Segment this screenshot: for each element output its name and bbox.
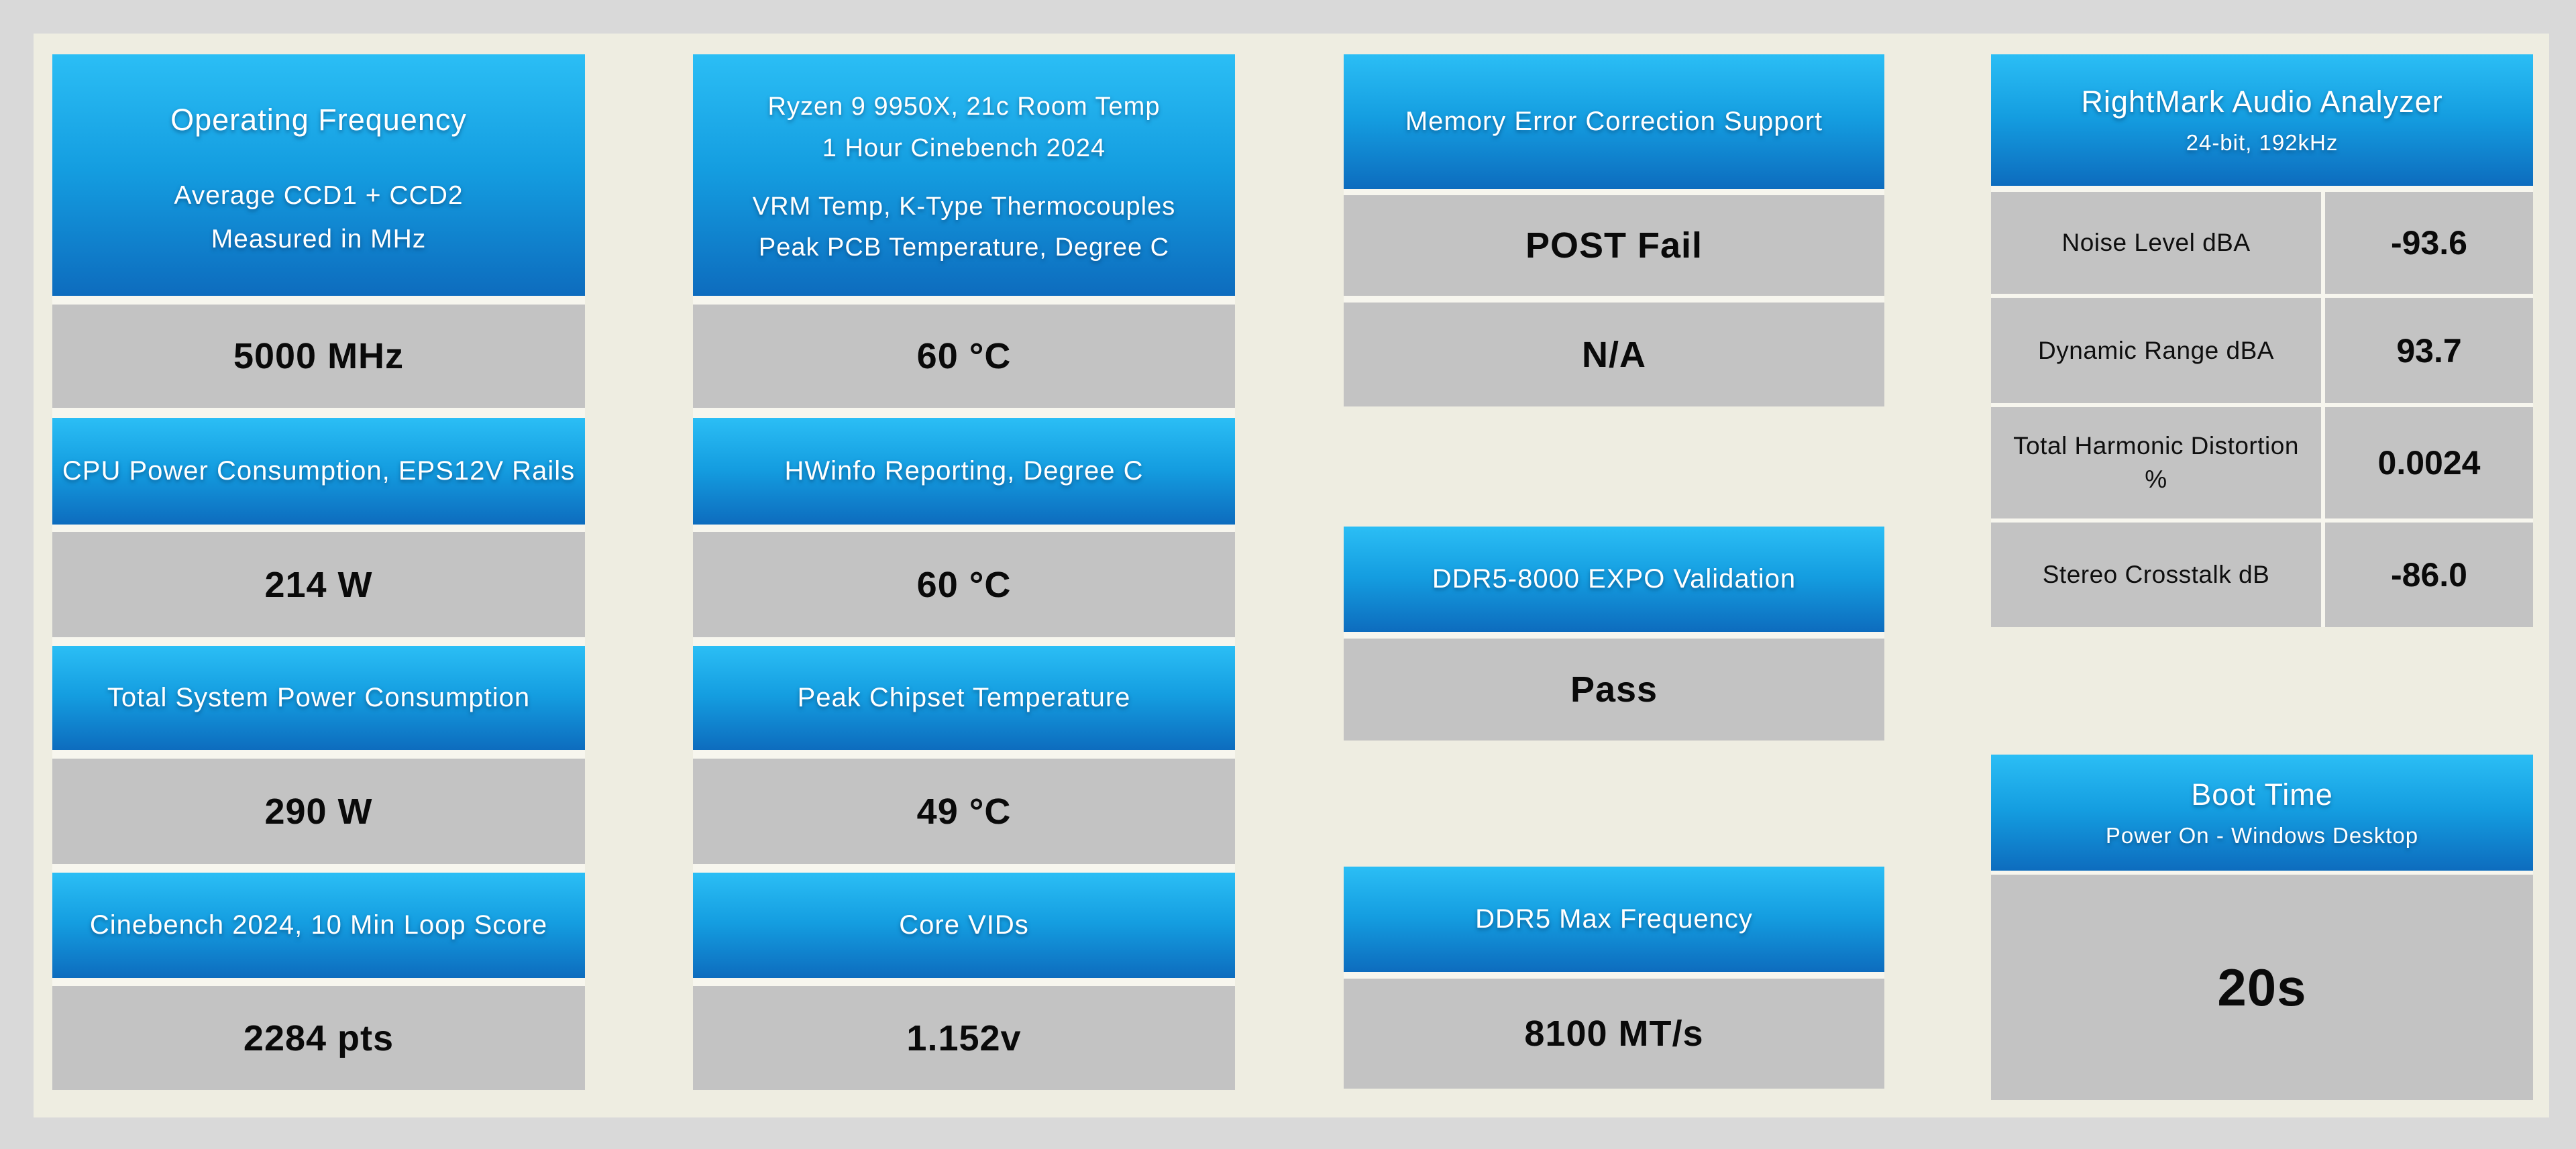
frequency-header-card: Operating Frequency Average CCD1 + CCD2 … [52,54,585,296]
max-freq-value-cell: 8100 MT/s [1344,979,1884,1089]
separator [1991,871,2533,875]
audio-boot-column: RightMark Audio Analyzer 24-bit, 192kHz … [1991,54,2533,1100]
thermal-header-line1: Ryzen 9 9950X, 21c Room Temp [767,93,1161,121]
noise-level-value: -93.6 [2325,192,2533,294]
vrm-temp-value-cell: 60 °C [693,305,1235,408]
system-power-label-cell: Total System Power Consumption [52,646,585,750]
separator [52,296,585,305]
frequency-power-column: Operating Frequency Average CCD1 + CCD2 … [52,54,585,1090]
spacer [1344,406,1884,527]
thermal-column: Ryzen 9 9950X, 21c Room Temp 1 Hour Cine… [693,54,1235,1090]
ecc-label-cell: Memory Error Correction Support [1344,54,1884,189]
audio-table-row: Total Harmonic Distortion % 0.0024 [1991,407,2533,518]
separator [52,978,585,986]
audio-table-row: Noise Level dBA -93.6 [1991,192,2533,294]
cinebench-value-cell: 2284 pts [52,986,585,1090]
separator [52,750,585,759]
boot-time-value-cell: 20s [1991,875,2533,1100]
system-power-value-cell: 290 W [52,759,585,864]
boot-time-header-card: Boot Time Power On - Windows Desktop [1991,755,2533,871]
boot-time-subtitle: Power On - Windows Desktop [2105,822,2419,848]
separator [1991,186,2533,192]
ecc-value1-cell: POST Fail [1344,195,1884,296]
spacer [1344,741,1884,867]
chipset-temp-value-cell: 49 °C [693,759,1235,864]
thermal-header-card: Ryzen 9 9950X, 21c Room Temp 1 Hour Cine… [693,54,1235,296]
separator [52,408,585,418]
separator [52,637,585,646]
thermal-header-test-conditions: Ryzen 9 9950X, 21c Room Temp 1 Hour Cine… [768,87,1161,169]
cpu-power-value-cell: 214 W [52,532,585,637]
thermal-header-line3: VRM Temp, K-Type Thermocouples [752,192,1176,221]
separator [1991,518,2533,523]
spacer [1991,627,2533,755]
frequency-header-title: Operating Frequency [170,103,467,137]
separator [693,296,1235,305]
frequency-subtitle-line1: Average CCD1 + CCD2 [174,181,464,211]
memory-column: Memory Error Correction Support POST Fai… [1344,54,1884,1089]
frequency-subtitle-line2: Measured in MHz [211,224,427,254]
separator [693,525,1235,532]
separator [52,525,585,532]
dynamic-range-label: Dynamic Range dBA [1991,298,2321,403]
separator [1344,632,1884,639]
core-vids-label-cell: Core VIDs [693,873,1235,978]
separator [1344,972,1884,979]
boot-time-title: Boot Time [2191,777,2333,812]
max-freq-label-cell: DDR5 Max Frequency [1344,867,1884,972]
crosstalk-label: Stereo Crosstalk dB [1991,523,2321,627]
expo-value-cell: Pass [1344,639,1884,741]
separator [693,750,1235,759]
audio-header-subtitle: 24-bit, 192kHz [2186,130,2339,155]
audio-header-title: RightMark Audio Analyzer [2081,85,2443,119]
dynamic-range-value: 93.7 [2325,298,2533,403]
hwinfo-value-cell: 60 °C [693,532,1235,637]
noise-level-label: Noise Level dBA [1991,192,2321,294]
thd-value: 0.0024 [2325,407,2533,518]
frequency-value-cell: 5000 MHz [52,305,585,408]
audio-table-row: Stereo Crosstalk dB -86.0 [1991,523,2533,627]
frequency-header-subtitle: Average CCD1 + CCD2 Measured in MHz [174,174,463,261]
expo-label-cell: DDR5-8000 EXPO Validation [1344,527,1884,632]
ecc-value2-cell: N/A [1344,303,1884,406]
thermal-header-line4: Peak PCB Temperature, Degree C [758,233,1170,262]
thermal-header-line2: 1 Hour Cinebench 2024 [822,133,1106,162]
cinebench-label-cell: Cinebench 2024, 10 Min Loop Score [52,873,585,978]
cpu-power-label-cell: CPU Power Consumption, EPS12V Rails [52,418,585,525]
separator [693,637,1235,646]
audio-table-row: Dynamic Range dBA 93.7 [1991,298,2533,403]
separator [693,408,1235,418]
separator [1344,296,1884,303]
crosstalk-value: -86.0 [2325,523,2533,627]
thd-label: Total Harmonic Distortion % [1991,407,2321,518]
core-vids-value-cell: 1.152v [693,986,1235,1090]
separator [693,978,1235,986]
hwinfo-label-cell: HWinfo Reporting, Degree C [693,418,1235,525]
audio-header-card: RightMark Audio Analyzer 24-bit, 192kHz [1991,54,2533,186]
separator [1344,189,1884,195]
separator [1991,294,2533,298]
thermal-header-measurement: VRM Temp, K-Type Thermocouples Peak PCB … [753,186,1176,269]
separator [1991,403,2533,407]
chipset-temp-label-cell: Peak Chipset Temperature [693,646,1235,750]
separator [52,864,585,873]
separator [693,864,1235,873]
